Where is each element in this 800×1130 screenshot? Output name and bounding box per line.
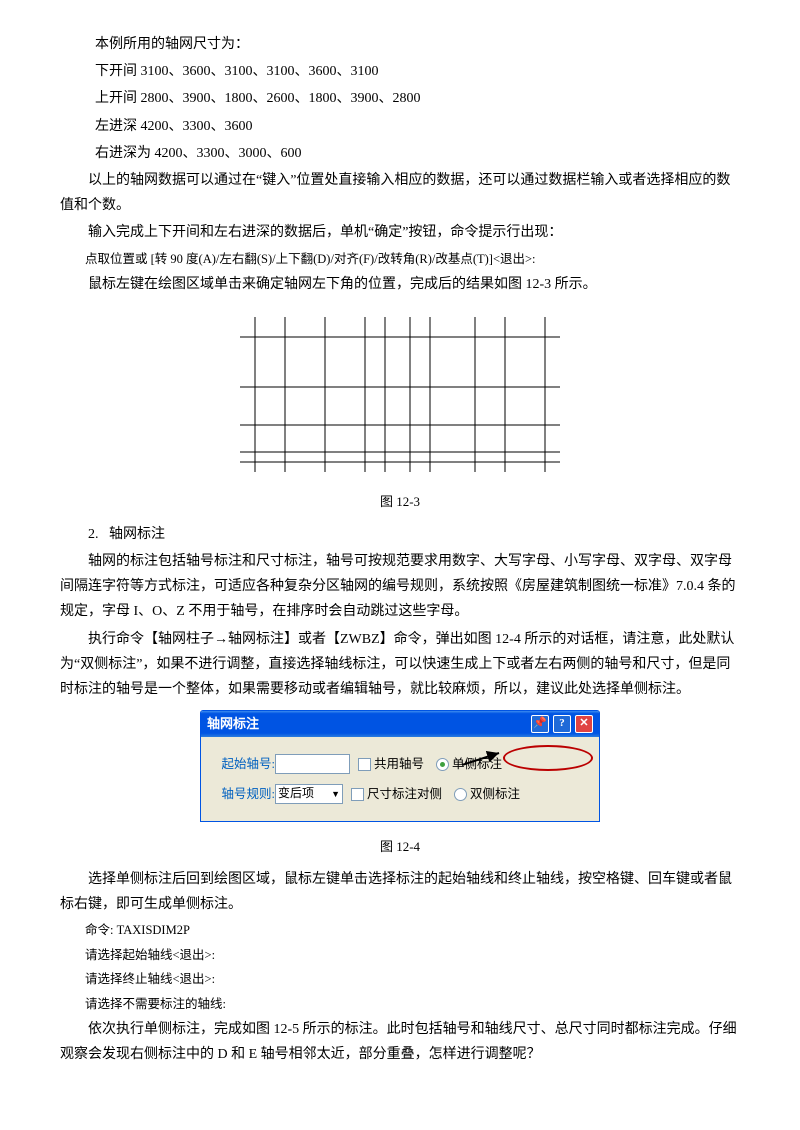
grid-svg bbox=[215, 307, 585, 477]
start-axis-label: 起始轴号: bbox=[213, 753, 275, 776]
both-side-radio[interactable]: 双侧标注 bbox=[454, 783, 520, 806]
axis-rule-label: 轴号规则: bbox=[213, 783, 275, 806]
checkbox-label: 尺寸标注对侧 bbox=[367, 783, 442, 806]
figure-caption: 图 12-4 bbox=[60, 835, 740, 858]
start-axis-input[interactable] bbox=[275, 754, 350, 774]
dialog-figure: 轴网标注 📌 ? ✕ 起始轴号: 共用轴号 单侧标注 bbox=[60, 710, 740, 831]
code-line: 点取位置或 [转 90 度(A)/左右翻(S)/上下翻(D)/对齐(F)/改转角… bbox=[60, 248, 740, 271]
figure-caption: 图 12-3 bbox=[60, 490, 740, 513]
radio-icon bbox=[454, 788, 467, 801]
radio-icon bbox=[436, 758, 449, 771]
section-title: 轴网标注 bbox=[109, 527, 165, 542]
dim-opposite-checkbox[interactable]: 尺寸标注对侧 bbox=[351, 783, 442, 806]
paragraph: 轴网的标注包括轴号标注和尺寸标注，轴号可按规范要求用数字、大写字母、小写字母、双… bbox=[60, 549, 740, 625]
paragraph: 依次执行单侧标注，完成如图 12-5 所示的标注。此时包括轴号和轴线尺寸、总尺寸… bbox=[60, 1017, 740, 1067]
code-line: 命令: TAXISDIM2P bbox=[60, 919, 740, 942]
chevron-down-icon: ▼ bbox=[331, 786, 340, 802]
paragraph: 鼠标左键在绘图区域单击来确定轴网左下角的位置，完成后的结果如图 12-3 所示。 bbox=[60, 272, 740, 297]
single-side-radio[interactable]: 单侧标注 bbox=[436, 753, 502, 776]
checkbox-icon bbox=[351, 788, 364, 801]
section-number: 2. bbox=[88, 527, 99, 542]
code-line: 请选择不需要标注的轴线: bbox=[60, 993, 740, 1016]
titlebar-buttons: 📌 ? ✕ bbox=[531, 715, 593, 733]
close-icon[interactable]: ✕ bbox=[575, 715, 593, 733]
paragraph: 左进深 4200、3300、3600 bbox=[60, 114, 740, 139]
dialog-body: 起始轴号: 共用轴号 单侧标注 轴号规则: 变后项 ▼ bbox=[201, 737, 599, 821]
paragraph: 上开间 2800、3900、1800、2600、1800、3900、2800 bbox=[60, 86, 740, 111]
checkbox-icon bbox=[358, 758, 371, 771]
grid-figure bbox=[60, 307, 740, 486]
paragraph: 下开间 3100、3600、3100、3100、3600、3100 bbox=[60, 59, 740, 84]
shared-axis-checkbox[interactable]: 共用轴号 bbox=[358, 753, 424, 776]
checkbox-label: 共用轴号 bbox=[374, 753, 424, 776]
section-heading: 2. 轴网标注 bbox=[60, 522, 740, 547]
paragraph: 输入完成上下开间和左右进深的数据后，单机“确定”按钮，命令提示行出现： bbox=[60, 220, 740, 245]
paragraph: 选择单侧标注后回到绘图区域，鼠标左键单击选择标注的起始轴线和终止轴线，按空格键、… bbox=[60, 867, 740, 917]
pin-icon[interactable]: 📌 bbox=[531, 715, 549, 733]
axis-label-dialog: 轴网标注 📌 ? ✕ 起始轴号: 共用轴号 单侧标注 bbox=[200, 710, 600, 822]
dialog-titlebar: 轴网标注 📌 ? ✕ bbox=[201, 711, 599, 737]
paragraph: 执行命令【轴网柱子→轴网标注】或者【ZWBZ】命令，弹出如图 12-4 所示的对… bbox=[60, 627, 740, 703]
axis-rule-select[interactable]: 变后项 ▼ bbox=[275, 784, 343, 804]
paragraph: 右进深为 4200、3300、3000、600 bbox=[60, 141, 740, 166]
radio-label: 双侧标注 bbox=[470, 783, 520, 806]
code-line: 请选择起始轴线<退出>: bbox=[60, 944, 740, 967]
dialog-title: 轴网标注 bbox=[207, 712, 259, 735]
paragraph: 本例所用的轴网尺寸为： bbox=[60, 32, 740, 57]
help-icon[interactable]: ? bbox=[553, 715, 571, 733]
code-line: 请选择终止轴线<退出>: bbox=[60, 968, 740, 991]
paragraph: 以上的轴网数据可以通过在“键入”位置处直接输入相应的数据，还可以通过数据栏输入或… bbox=[60, 168, 740, 218]
select-value: 变后项 bbox=[278, 783, 314, 805]
radio-label: 单侧标注 bbox=[452, 753, 502, 776]
